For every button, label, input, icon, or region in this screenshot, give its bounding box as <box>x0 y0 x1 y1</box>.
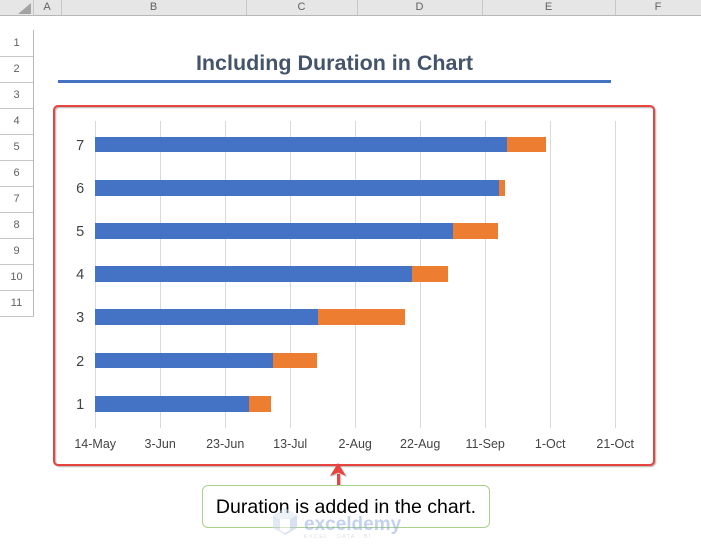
svg-text:EXCEL . DATA . BI: EXCEL . DATA . BI <box>304 534 372 540</box>
svg-text:exceldemy: exceldemy <box>304 514 402 535</box>
